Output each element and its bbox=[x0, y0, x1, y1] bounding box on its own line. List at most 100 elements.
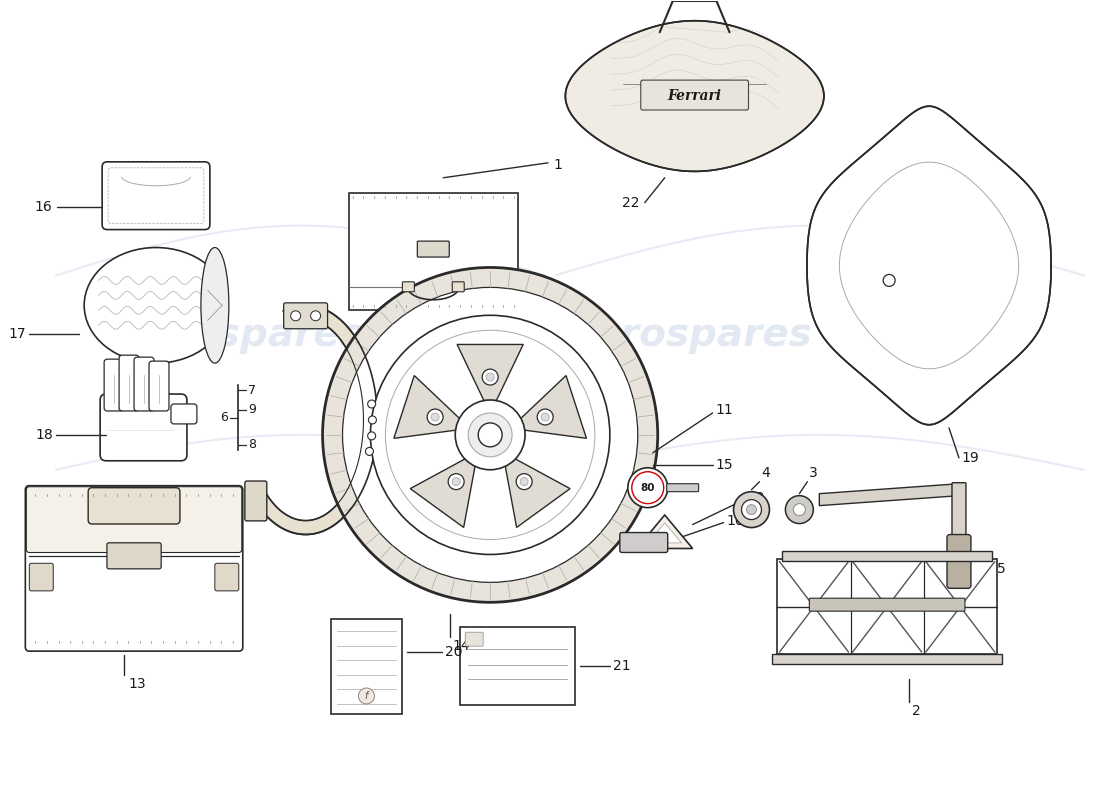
FancyBboxPatch shape bbox=[245, 481, 267, 521]
Circle shape bbox=[290, 311, 300, 321]
Circle shape bbox=[883, 274, 895, 286]
FancyBboxPatch shape bbox=[772, 654, 1002, 664]
Circle shape bbox=[368, 416, 376, 424]
Text: 1: 1 bbox=[553, 158, 562, 172]
FancyBboxPatch shape bbox=[148, 361, 169, 411]
Polygon shape bbox=[521, 375, 586, 438]
FancyBboxPatch shape bbox=[952, 482, 966, 550]
FancyBboxPatch shape bbox=[134, 357, 154, 411]
Text: 80: 80 bbox=[640, 482, 654, 493]
FancyBboxPatch shape bbox=[88, 488, 180, 524]
FancyBboxPatch shape bbox=[26, 486, 242, 553]
FancyBboxPatch shape bbox=[810, 598, 965, 611]
FancyBboxPatch shape bbox=[104, 359, 124, 411]
Circle shape bbox=[365, 447, 373, 455]
Text: 6: 6 bbox=[220, 411, 228, 425]
Text: 17: 17 bbox=[9, 327, 26, 342]
Text: eurospares: eurospares bbox=[118, 316, 364, 354]
Text: 3: 3 bbox=[810, 466, 818, 480]
FancyBboxPatch shape bbox=[778, 559, 997, 654]
Circle shape bbox=[793, 504, 805, 515]
Circle shape bbox=[452, 478, 460, 486]
Text: 20: 20 bbox=[446, 646, 463, 659]
Text: eurospares: eurospares bbox=[566, 316, 813, 354]
FancyBboxPatch shape bbox=[641, 80, 748, 110]
Polygon shape bbox=[637, 515, 693, 549]
Circle shape bbox=[385, 330, 595, 539]
Circle shape bbox=[482, 369, 498, 385]
FancyBboxPatch shape bbox=[170, 404, 197, 424]
Text: Ferrari: Ferrari bbox=[668, 89, 722, 103]
Polygon shape bbox=[410, 459, 475, 527]
Text: 14: 14 bbox=[452, 639, 470, 653]
FancyBboxPatch shape bbox=[417, 241, 449, 257]
FancyBboxPatch shape bbox=[30, 563, 53, 591]
FancyBboxPatch shape bbox=[460, 627, 575, 705]
Circle shape bbox=[741, 500, 761, 519]
Polygon shape bbox=[394, 375, 460, 438]
Circle shape bbox=[628, 468, 668, 508]
FancyBboxPatch shape bbox=[25, 486, 243, 651]
FancyBboxPatch shape bbox=[214, 563, 239, 591]
FancyBboxPatch shape bbox=[107, 543, 162, 569]
Circle shape bbox=[516, 474, 532, 490]
Circle shape bbox=[322, 267, 658, 602]
Circle shape bbox=[486, 373, 494, 381]
FancyBboxPatch shape bbox=[452, 282, 464, 292]
Text: 16: 16 bbox=[34, 200, 53, 214]
Text: 12: 12 bbox=[748, 490, 766, 505]
FancyBboxPatch shape bbox=[672, 0, 717, 2]
Circle shape bbox=[541, 413, 549, 421]
Polygon shape bbox=[255, 306, 377, 534]
Circle shape bbox=[448, 474, 464, 490]
Text: 8: 8 bbox=[248, 438, 256, 451]
Circle shape bbox=[342, 287, 638, 582]
Text: 5: 5 bbox=[997, 562, 1005, 577]
FancyBboxPatch shape bbox=[782, 551, 992, 562]
Polygon shape bbox=[820, 484, 959, 506]
Text: f: f bbox=[365, 691, 369, 701]
Text: 19: 19 bbox=[961, 450, 979, 465]
Polygon shape bbox=[648, 523, 682, 543]
FancyBboxPatch shape bbox=[100, 394, 187, 461]
Text: 22: 22 bbox=[623, 196, 640, 210]
FancyBboxPatch shape bbox=[284, 303, 328, 329]
Polygon shape bbox=[807, 106, 1052, 425]
Text: 10: 10 bbox=[727, 514, 745, 527]
Circle shape bbox=[367, 432, 375, 440]
Polygon shape bbox=[505, 459, 570, 527]
Circle shape bbox=[367, 400, 375, 408]
Text: 9: 9 bbox=[248, 403, 255, 417]
Text: 15: 15 bbox=[716, 458, 734, 472]
Circle shape bbox=[359, 688, 374, 704]
Circle shape bbox=[427, 409, 443, 425]
Circle shape bbox=[478, 423, 502, 447]
Circle shape bbox=[734, 492, 769, 527]
Circle shape bbox=[785, 496, 813, 523]
Circle shape bbox=[747, 505, 757, 514]
FancyBboxPatch shape bbox=[947, 534, 971, 588]
Text: 4: 4 bbox=[761, 466, 770, 480]
FancyBboxPatch shape bbox=[619, 533, 668, 553]
Text: 11: 11 bbox=[716, 403, 734, 417]
Ellipse shape bbox=[85, 247, 228, 363]
FancyBboxPatch shape bbox=[331, 619, 403, 714]
FancyBboxPatch shape bbox=[102, 162, 210, 230]
Circle shape bbox=[431, 413, 439, 421]
FancyBboxPatch shape bbox=[465, 632, 483, 646]
Circle shape bbox=[537, 409, 553, 425]
Circle shape bbox=[371, 315, 609, 554]
Circle shape bbox=[469, 413, 513, 457]
FancyBboxPatch shape bbox=[349, 193, 518, 310]
Circle shape bbox=[631, 472, 663, 504]
Circle shape bbox=[455, 400, 525, 470]
Circle shape bbox=[310, 311, 320, 321]
Circle shape bbox=[520, 478, 528, 486]
Ellipse shape bbox=[201, 247, 229, 363]
Polygon shape bbox=[458, 345, 524, 401]
Polygon shape bbox=[565, 21, 824, 171]
Text: 13: 13 bbox=[129, 677, 146, 691]
FancyBboxPatch shape bbox=[667, 484, 698, 492]
Text: 21: 21 bbox=[613, 659, 630, 673]
Text: 7: 7 bbox=[248, 383, 256, 397]
